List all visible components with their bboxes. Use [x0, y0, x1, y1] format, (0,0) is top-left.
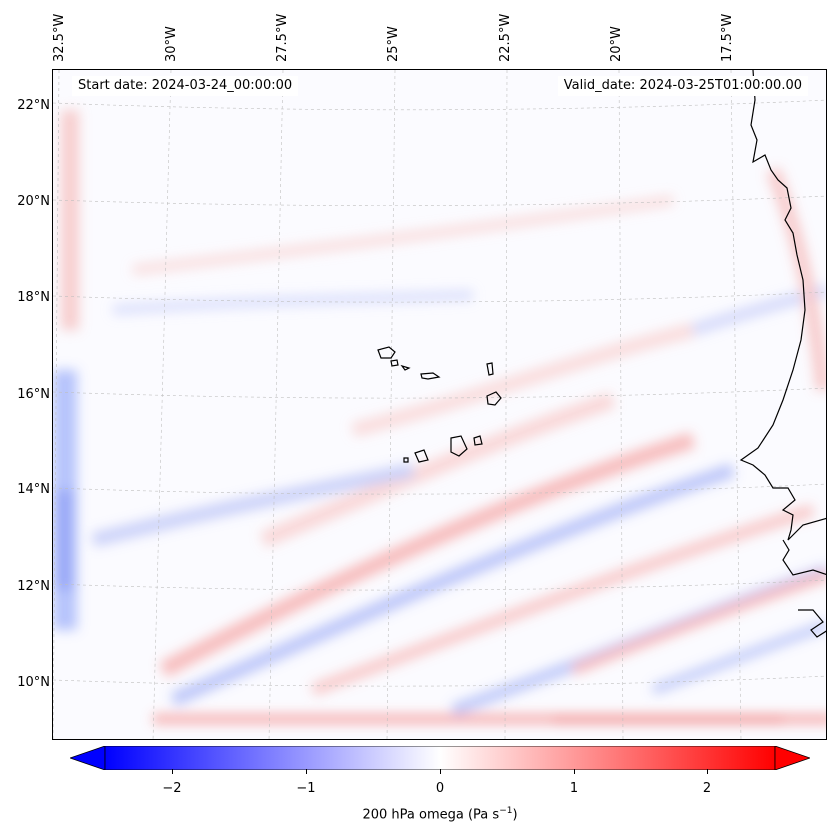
- graticule: [53, 70, 826, 739]
- colorbar-tick: [574, 769, 575, 774]
- colorbar-ticklabel: −2: [162, 781, 182, 796]
- colorbar-units: Pa s: [473, 807, 500, 823]
- colorbar-tick: [707, 769, 708, 774]
- colorbar-label: 200 hPa omega (Pa s−1): [362, 806, 518, 823]
- omega-shading: [53, 110, 826, 724]
- lon-label-17.5W: 17.5°W: [720, 13, 735, 62]
- lon-label-30W: 30°W: [164, 26, 179, 62]
- colorbar-extend-high: [774, 746, 810, 770]
- colorbar-gradient: [104, 746, 776, 770]
- island-outlines: [377, 346, 502, 463]
- colorbar-ticklabel: 0: [435, 781, 445, 796]
- lat-label-16N: 16°N: [17, 387, 50, 402]
- colorbar-ticklabel: −1: [296, 781, 316, 796]
- lat-label-14N: 14°N: [17, 482, 50, 497]
- colorbar-field: 200 hPa omega: [362, 807, 464, 823]
- lat-label-18N: 18°N: [17, 290, 50, 305]
- valid-date-label: Valid_date: 2024-03-25T01:00:00.00: [557, 76, 808, 96]
- omega-field-map: [53, 70, 826, 739]
- lon-label-22.5W: 22.5°W: [498, 13, 513, 62]
- lat-label-12N: 12°N: [17, 579, 50, 594]
- lon-label-25W: 25°W: [386, 26, 401, 62]
- lat-label-22N: 22°N: [17, 98, 50, 113]
- colorbar-tick: [172, 769, 173, 774]
- lat-label-20N: 20°N: [17, 194, 50, 209]
- colorbar-tick: [306, 769, 307, 774]
- coastline-africa: [739, 70, 826, 638]
- colorbar-tick: [440, 769, 441, 774]
- map-panel[interactable]: [52, 69, 827, 740]
- lat-label-10N: 10°N: [17, 675, 50, 690]
- lon-label-20W: 20°W: [609, 26, 624, 62]
- lon-label-32.5W: 32.5°W: [52, 13, 67, 62]
- colorbar-extend-low: [70, 746, 106, 770]
- colorbar-ticklabel: 2: [702, 781, 712, 796]
- colorbar: [70, 746, 810, 770]
- lon-label-27.5W: 27.5°W: [275, 13, 290, 62]
- colorbar-ticklabel: 1: [569, 781, 579, 796]
- start-date-label: Start date: 2024-03-24_00:00:00: [72, 76, 299, 96]
- colorbar-units-exponent: −1: [499, 806, 513, 816]
